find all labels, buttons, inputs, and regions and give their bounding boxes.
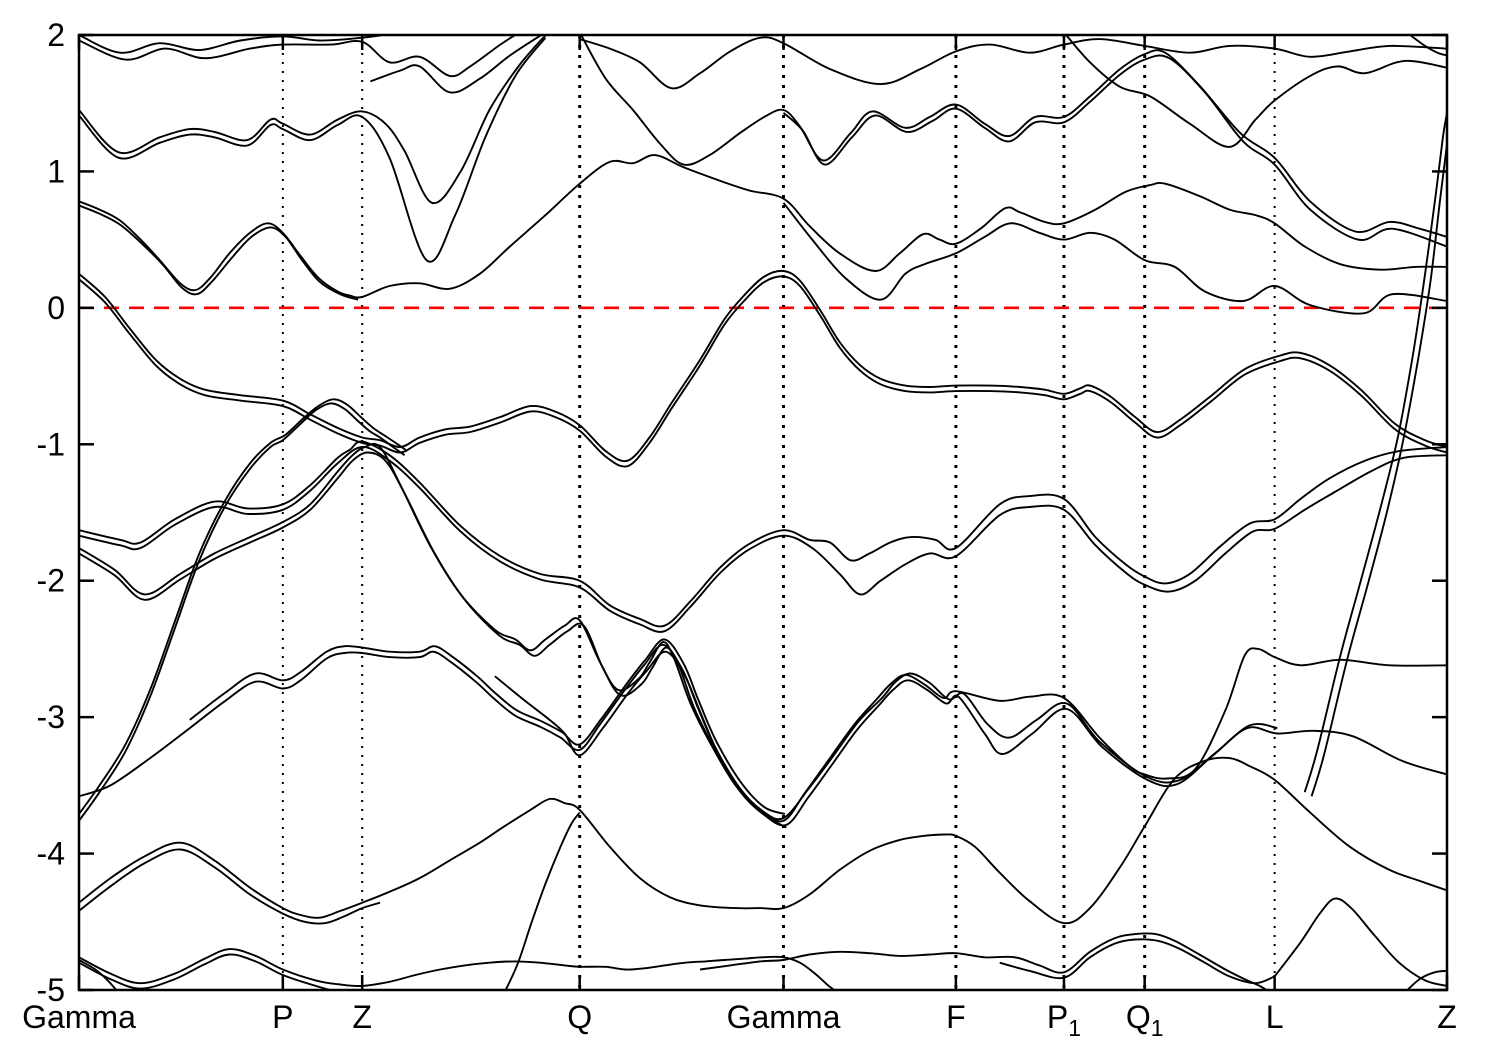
band-line: [79, 275, 1447, 468]
band-line: [1065, 35, 1447, 148]
x-tick-label: F: [946, 999, 966, 1035]
band-line: [580, 35, 1447, 238]
x-tick-label: P: [272, 999, 293, 1035]
band-line: [79, 440, 1447, 628]
band-line: [79, 269, 1447, 463]
band-line: [1273, 897, 1447, 987]
band-line: [79, 446, 1447, 633]
band-line: [1409, 35, 1447, 57]
y-tick-label: -4: [37, 836, 65, 872]
band-line: [79, 848, 381, 925]
band-line: [79, 959, 118, 990]
y-tick-label: 1: [47, 153, 65, 189]
band-line: [189, 638, 786, 815]
y-tick-label: -3: [37, 699, 65, 735]
band-line: [79, 37, 547, 263]
bands-group: [79, 35, 1447, 990]
band-line: [79, 953, 334, 990]
x-tick-label: P1: [1047, 999, 1081, 1041]
band-line: [494, 650, 787, 829]
band-line: [1310, 143, 1447, 797]
y-tick-label: -1: [37, 426, 65, 462]
band-line: [79, 35, 390, 54]
band-line: [79, 154, 1447, 299]
band-line: [999, 938, 1275, 985]
x-tick-label: L: [1266, 999, 1284, 1035]
band-line: [79, 451, 1447, 827]
y-tick-label: -2: [37, 563, 65, 599]
band-line: [699, 932, 1269, 990]
band-line: [782, 54, 1447, 248]
band-line: [782, 202, 1447, 315]
x-tick-label: Gamma: [727, 999, 841, 1035]
band-line: [79, 35, 548, 205]
x-tick-label: Z: [1437, 999, 1457, 1035]
band-line: [79, 643, 1278, 821]
y-tick-label: 2: [47, 17, 65, 53]
band-line: [1303, 112, 1447, 793]
x-tick-label: Gamma: [22, 999, 136, 1035]
band-line: [79, 948, 836, 990]
band-line: [579, 36, 1447, 90]
band-line: [79, 35, 517, 78]
band-line: [79, 402, 406, 822]
band-line: [1406, 969, 1447, 990]
band-line: [370, 35, 544, 94]
y-tick-label: 0: [47, 290, 65, 326]
x-tick-label: Q: [567, 999, 592, 1035]
x-tick-label: Q1: [1126, 999, 1164, 1041]
band-line: [79, 398, 408, 815]
band-line: [79, 204, 359, 301]
band-line: [79, 756, 1447, 925]
x-tick-label: Z: [352, 999, 372, 1035]
band-line: [79, 442, 1447, 823]
band-line: [504, 812, 581, 990]
y-tick-label: -5: [37, 972, 65, 1008]
plot-border: [77, 33, 1449, 992]
